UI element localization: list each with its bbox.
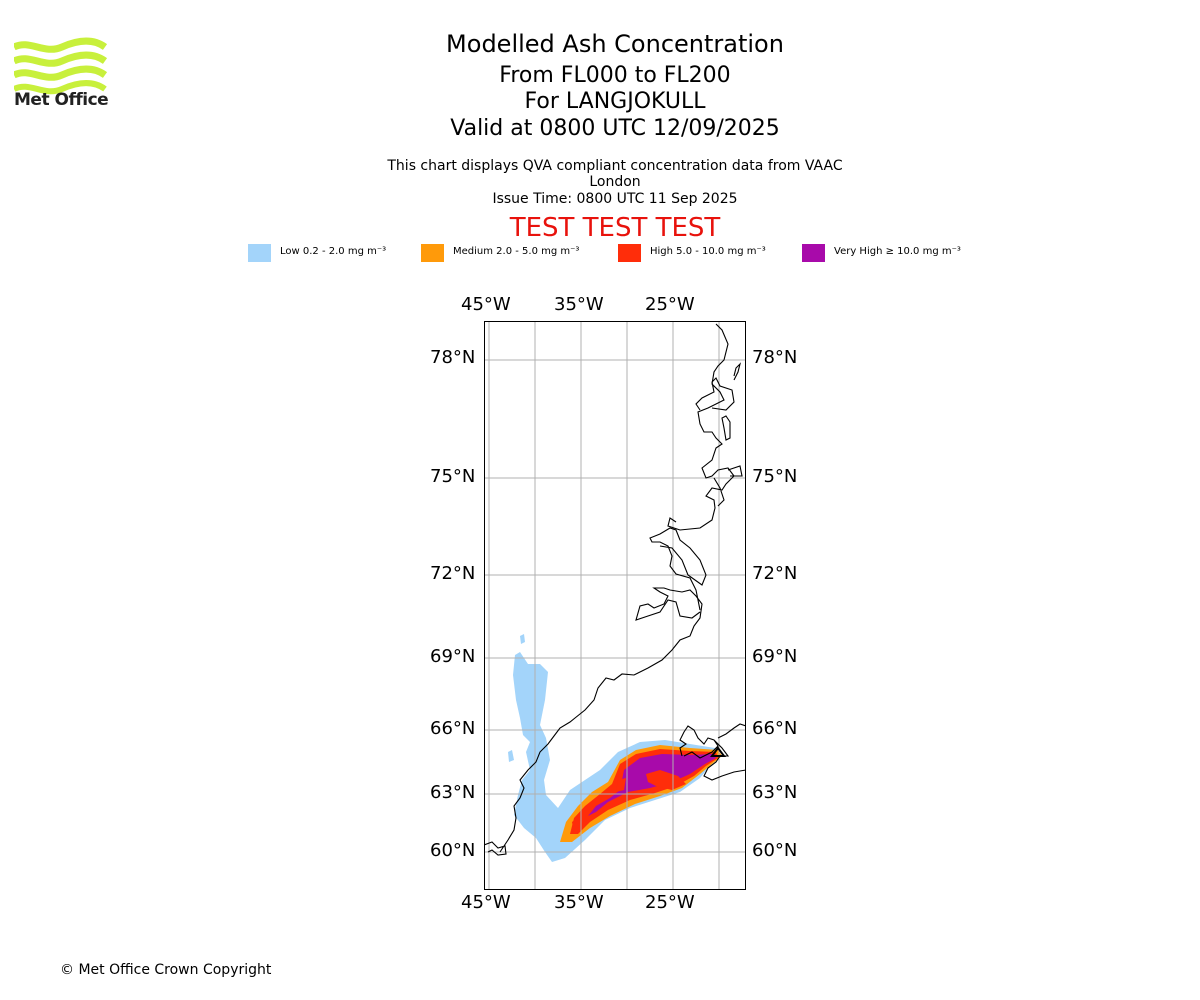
lat-label-right-78n: 78°N <box>752 347 797 368</box>
ash-low-speck <box>508 750 514 762</box>
lat-label-left-60n: 60°N <box>430 840 475 861</box>
lat-label-right-75n: 75°N <box>752 466 797 487</box>
lon-label-top-35w: 35°W <box>554 294 604 315</box>
lat-label-left-78n: 78°N <box>430 347 475 368</box>
lon-label-top-25w: 25°W <box>645 294 695 315</box>
lat-label-right-72n: 72°N <box>752 563 797 584</box>
ash-low-speck <box>520 634 525 644</box>
lon-label-bottom-25w: 25°W <box>645 892 695 913</box>
lat-label-left-63n: 63°N <box>430 782 475 803</box>
lat-label-right-60n: 60°N <box>752 840 797 861</box>
lat-label-right-69n: 69°N <box>752 646 797 667</box>
lat-label-left-75n: 75°N <box>430 466 475 487</box>
lat-label-right-63n: 63°N <box>752 782 797 803</box>
lon-label-top-45w: 45°W <box>461 294 511 315</box>
copyright: © Met Office Crown Copyright <box>60 962 271 978</box>
lat-label-left-66n: 66°N <box>430 718 475 739</box>
lat-label-left-72n: 72°N <box>430 563 475 584</box>
lat-label-left-69n: 69°N <box>430 646 475 667</box>
lon-label-bottom-45w: 45°W <box>461 892 511 913</box>
lat-label-right-66n: 66°N <box>752 718 797 739</box>
lon-label-bottom-35w: 35°W <box>554 892 604 913</box>
